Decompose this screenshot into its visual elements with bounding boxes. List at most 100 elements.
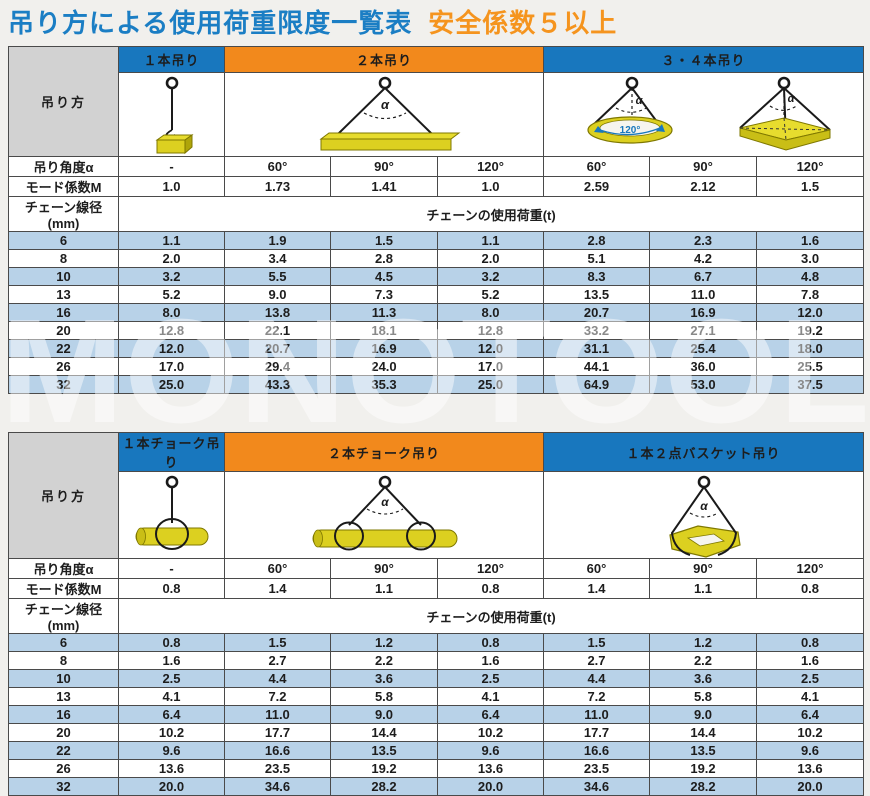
- plan-angle-label: 120°: [620, 125, 641, 136]
- row-label: モード係数M: [8, 176, 119, 197]
- angle-cell: 60°: [543, 156, 651, 177]
- row-label: モード係数M: [8, 578, 119, 599]
- load-value-cell: 3.0: [756, 249, 865, 268]
- load-value-cell: 7.2: [224, 687, 331, 706]
- chain-diameter-cell: 32: [8, 375, 119, 394]
- load-value-cell: 4.4: [224, 669, 331, 688]
- load-value-cell: 6.7: [649, 267, 758, 286]
- load-value-cell: 3.2: [436, 267, 545, 286]
- mode-coefficient-cell: 1.1: [649, 578, 757, 599]
- load-value-cell: 22.1: [224, 321, 331, 340]
- load-value-cell: 3.6: [649, 669, 757, 688]
- header-single-leg: １本吊り: [118, 46, 225, 73]
- load-value-cell: 14.4: [330, 723, 438, 742]
- chain-size-row: 22 12.0 20.7 16.9 12.0 31.1 25.4 18.0: [8, 339, 865, 358]
- load-value-cell: 10.2: [118, 723, 225, 742]
- load-value-cell: 9.6: [437, 741, 544, 760]
- load-value-cell: 3.4: [224, 249, 331, 268]
- load-value-cell: 4.5: [330, 267, 438, 286]
- angle-cell: 90°: [330, 558, 438, 579]
- chain-size-row: 22 9.6 16.6 13.5 9.6 16.6 13.5 9.6: [8, 741, 864, 760]
- mode-coefficient-cell: 1.4: [224, 578, 331, 599]
- title-main: 吊り方による使用荷重限度一覧表: [8, 8, 413, 38]
- title-safety-factor: 安全係数５以上: [428, 8, 618, 38]
- load-value-cell: 44.1: [543, 357, 651, 376]
- load-value-cell: 17.7: [543, 723, 650, 742]
- diagram-cell-two-choke: α: [224, 471, 544, 559]
- row-label: 吊り角度α: [8, 558, 119, 579]
- angle-cell: 120°: [436, 156, 545, 177]
- load-value-cell: 4.4: [543, 669, 650, 688]
- load-value-cell: 8.0: [118, 303, 225, 322]
- load-value-cell: 12.0: [118, 339, 225, 358]
- load-value-cell: 53.0: [649, 375, 758, 394]
- load-value-cell: 1.6: [437, 651, 544, 670]
- load-value-cell: 27.1: [649, 321, 758, 340]
- chain-diameter-label: チェーン線径(mm): [8, 196, 119, 232]
- load-value-cell: 25.5: [756, 357, 865, 376]
- load-value-cell: 5.2: [118, 285, 225, 304]
- mode-row: モード係数M 1.0 1.73 1.41 1.0 2.59 2.12 1.5: [8, 176, 865, 197]
- load-value-cell: 4.8: [756, 267, 865, 286]
- load-value-cell: 2.7: [224, 651, 331, 670]
- load-value-cell: 1.2: [330, 633, 438, 652]
- diagram-cell-single-choke: [118, 471, 225, 559]
- chain-diameter-cell: 10: [8, 267, 119, 286]
- group-header-row: 吊り方 １本チョーク吊り ２本チョーク吊り １本２点バスケット吊り: [8, 432, 864, 559]
- mode-row: モード係数M 0.8 1.4 1.1 0.8 1.4 1.1 0.8: [8, 578, 864, 599]
- load-value-cell: 2.5: [756, 669, 864, 688]
- chain-size-row: 13 4.1 7.2 5.8 4.1 7.2 5.8 4.1: [8, 687, 864, 706]
- load-value-cell: 10.2: [756, 723, 864, 742]
- chain-diameter-cell: 20: [8, 321, 119, 340]
- load-value-cell: 5.2: [436, 285, 545, 304]
- load-value-cell: 13.8: [224, 303, 331, 322]
- working-load-label: チェーンの使用荷重(t): [117, 196, 865, 232]
- load-value-cell: 28.2: [330, 777, 438, 796]
- load-value-cell: 18.1: [330, 321, 438, 340]
- load-value-cell: 25.4: [649, 339, 758, 358]
- load-value-cell: 2.8: [330, 249, 438, 268]
- chain-diameter-cell: 22: [8, 741, 119, 760]
- load-value-cell: 18.0: [756, 339, 865, 358]
- load-value-cell: 19.2: [330, 759, 438, 778]
- alpha-label: α: [636, 95, 644, 107]
- load-value-cell: 1.5: [543, 633, 650, 652]
- chain-size-row: 13 5.2 9.0 7.3 5.2 13.5 11.0 7.8: [8, 285, 865, 304]
- load-value-cell: 17.0: [118, 357, 225, 376]
- load-value-cell: 5.8: [330, 687, 438, 706]
- load-value-cell: 2.5: [118, 669, 225, 688]
- load-value-cell: 16.9: [330, 339, 438, 358]
- load-value-cell: 2.2: [330, 651, 438, 670]
- alpha-label: α: [700, 499, 708, 513]
- diagram-cell-three-four-leg: α 120°: [543, 72, 865, 157]
- load-value-cell: 6.4: [118, 705, 225, 724]
- load-value-cell: 1.1: [436, 231, 545, 250]
- load-value-cell: 0.8: [756, 633, 864, 652]
- alpha-label: α: [381, 495, 389, 509]
- load-value-cell: 10.2: [437, 723, 544, 742]
- load-value-cell: 4.2: [649, 249, 758, 268]
- chain-size-row: 32 20.0 34.6 28.2 20.0 34.6 28.2 20.0: [8, 777, 864, 796]
- chain-diameter-cell: 6: [8, 231, 119, 250]
- load-value-cell: 2.0: [436, 249, 545, 268]
- load-value-cell: 25.0: [118, 375, 225, 394]
- load-value-cell: 12.8: [436, 321, 545, 340]
- mode-coefficient-cell: 1.73: [224, 176, 331, 197]
- diagram-cell-two-leg: α: [223, 72, 545, 157]
- single-leg-sling-diagram: [155, 76, 194, 154]
- alpha-label: α: [381, 97, 390, 112]
- load-value-cell: 28.2: [649, 777, 757, 796]
- load-value-cell: 5.5: [224, 267, 331, 286]
- angle-cell: 90°: [649, 558, 757, 579]
- load-value-cell: 20.0: [437, 777, 544, 796]
- load-value-cell: 1.5: [330, 231, 438, 250]
- load-value-cell: 11.0: [224, 705, 331, 724]
- load-value-cell: 13.5: [543, 285, 651, 304]
- chain-diameter-cell: 16: [8, 303, 119, 322]
- load-value-cell: 14.4: [649, 723, 757, 742]
- alpha-label: α: [788, 93, 796, 105]
- chain-size-row: 8 1.6 2.7 2.2 1.6 2.7 2.2 1.6: [8, 651, 864, 670]
- load-value-cell: 20.0: [756, 777, 864, 796]
- load-value-cell: 13.5: [330, 741, 438, 760]
- two-leg-sling-diagram: α: [319, 76, 461, 150]
